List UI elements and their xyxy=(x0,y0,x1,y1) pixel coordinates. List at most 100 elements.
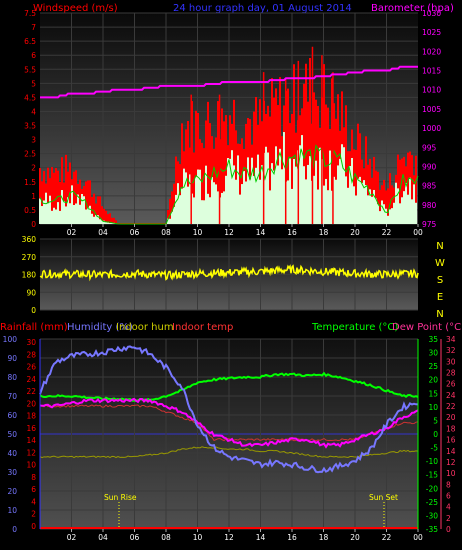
barometer-title: Barometer (hpa) xyxy=(371,3,454,14)
wind-tick-label: 0 xyxy=(31,220,36,229)
time-tick-label: 22 xyxy=(382,228,392,237)
humidity-tick-label: 90 xyxy=(7,354,17,363)
humidity-tick-label: 100 xyxy=(3,335,18,344)
compass-label: S xyxy=(437,275,443,286)
wind-avg-line xyxy=(39,144,419,225)
temperature-tick-label: 5 xyxy=(433,416,438,425)
humidity-tick-label: 20 xyxy=(7,487,17,496)
barometer-line xyxy=(40,65,418,99)
dewpoint-tick-label: 32 xyxy=(446,346,456,355)
baro-tick-label: 1015 xyxy=(422,67,441,76)
temperature-tick-label: -5 xyxy=(431,444,439,453)
dewpoint-tick-label: 28 xyxy=(446,369,456,378)
time-tick-label: 10 xyxy=(193,228,203,237)
wind-tick-label: 6 xyxy=(31,51,36,60)
baro-tick-label: 1020 xyxy=(422,47,441,56)
rain-tick-label: 20 xyxy=(26,399,36,408)
wind-tick-label: 0.5 xyxy=(24,206,36,215)
time-tick-label: 00 xyxy=(413,533,423,542)
wind-tick-label: 2 xyxy=(31,164,36,173)
rain-tick-label: 24 xyxy=(26,375,36,384)
baro-tick-label: 1010 xyxy=(422,86,441,95)
time-tick-label: 06 xyxy=(130,533,140,542)
baro-tick-label: 1000 xyxy=(422,124,441,133)
dewpoint-tick-label: 30 xyxy=(446,357,456,366)
climate-time-axis: 02 04 06 08 10 12 14 16 18 20 22 00 xyxy=(67,529,423,542)
rainfall-legend: Rainfall (mm) xyxy=(0,322,68,333)
climate-axes: 1009080706050403020100302826242220181614… xyxy=(3,335,456,534)
rain-tick-label: 30 xyxy=(26,338,36,347)
humidity-tick-label: 40 xyxy=(7,449,17,458)
temperature-legend: Temperature (°C) xyxy=(311,322,398,333)
temperature-tick-label: -10 xyxy=(426,457,438,466)
dewpoint-tick-label: 16 xyxy=(446,436,456,445)
time-tick-label: 20 xyxy=(350,228,360,237)
wind-tick-label: 7 xyxy=(31,23,36,32)
time-tick-label: 00 xyxy=(413,228,423,237)
temperature-tick-label: 25 xyxy=(428,362,438,371)
wind-tick-label: 3.5 xyxy=(24,122,36,131)
direction-tick-label: 270 xyxy=(22,253,37,262)
dewpoint-tick-label: 10 xyxy=(446,469,456,478)
rain-tick-label: 2 xyxy=(31,510,36,519)
dewpoint-line xyxy=(39,397,419,449)
humidity-tick-label: 30 xyxy=(7,468,17,477)
dewpoint-tick-label: 12 xyxy=(446,458,456,467)
graph-title: 24 hour graph day, 01 August 2014 xyxy=(173,3,352,14)
sun-markers: Sun Rise Sun Set xyxy=(104,493,398,529)
time-tick-label: 14 xyxy=(256,533,266,542)
rain-tick-label: 12 xyxy=(26,448,36,457)
wind-tick-label: 4.5 xyxy=(24,93,36,102)
rain-tick-label: 26 xyxy=(26,363,36,372)
baro-tick-label: 1025 xyxy=(422,28,441,37)
time-tick-label: 06 xyxy=(130,228,140,237)
temperature-tick-label: -35 xyxy=(426,525,438,534)
dewpoint-legend: Dew Point (°C) xyxy=(392,322,462,333)
wind-tick-label: 6.5 xyxy=(24,37,36,46)
time-tick-label: 08 xyxy=(161,533,171,542)
time-tick-label: 22 xyxy=(382,533,392,542)
time-tick-label: 04 xyxy=(98,228,108,237)
indoor-hum-line xyxy=(39,446,419,459)
rain-tick-label: 8 xyxy=(31,473,36,482)
wind-tick-label: 1.5 xyxy=(24,178,36,187)
direction-tick-label: 180 xyxy=(22,271,37,280)
time-tick-label: 02 xyxy=(67,533,77,542)
humidity-tick-label: 70 xyxy=(7,392,17,401)
direction-axis: 360 270 180 90 0 xyxy=(22,235,37,315)
wind-tick-label: 5.5 xyxy=(24,65,36,74)
dewpoint-tick-label: 34 xyxy=(446,335,456,344)
dewpoint-tick-label: 6 xyxy=(446,491,451,500)
direction-tick-label: 0 xyxy=(31,306,36,315)
direction-tick-label: 360 xyxy=(22,235,37,244)
wind-axis: 7.5 7 6.5 6 5.5 5 4.5 4 3.5 3 2.5 2 1.5 1 0.5 0 xyxy=(24,9,36,229)
time-tick-label: 04 xyxy=(98,533,108,542)
temperature-tick-label: 0 xyxy=(433,430,438,439)
direction-line xyxy=(39,264,419,282)
time-tick-label: 20 xyxy=(350,533,360,542)
sunrise-label: Sun Rise xyxy=(104,493,137,502)
rain-tick-label: 14 xyxy=(26,436,36,445)
dewpoint-tick-label: 4 xyxy=(446,503,451,512)
dewpoint-tick-label: 18 xyxy=(446,424,456,433)
direction-series xyxy=(39,264,419,282)
humidity-tick-label: 10 xyxy=(7,506,17,515)
rain-tick-label: 0 xyxy=(31,522,36,531)
wind-series xyxy=(39,46,419,225)
rain-tick-label: 22 xyxy=(26,387,36,396)
dewpoint-tick-label: 14 xyxy=(446,447,456,456)
time-tick-label: 16 xyxy=(287,228,297,237)
rain-tick-label: 4 xyxy=(31,497,36,506)
humidity-tick-label: 60 xyxy=(7,411,17,420)
time-tick-label: 08 xyxy=(161,228,171,237)
dewpoint-tick-label: 8 xyxy=(446,480,451,489)
rain-tick-label: 28 xyxy=(26,350,36,359)
time-tick-label: 16 xyxy=(287,533,297,542)
compass-label: N xyxy=(436,309,443,320)
rain-tick-label: 6 xyxy=(31,485,36,494)
time-tick-label: 14 xyxy=(256,228,266,237)
rain-tick-label: 16 xyxy=(26,424,36,433)
climate-series xyxy=(39,345,419,529)
humidity-line xyxy=(39,345,419,474)
